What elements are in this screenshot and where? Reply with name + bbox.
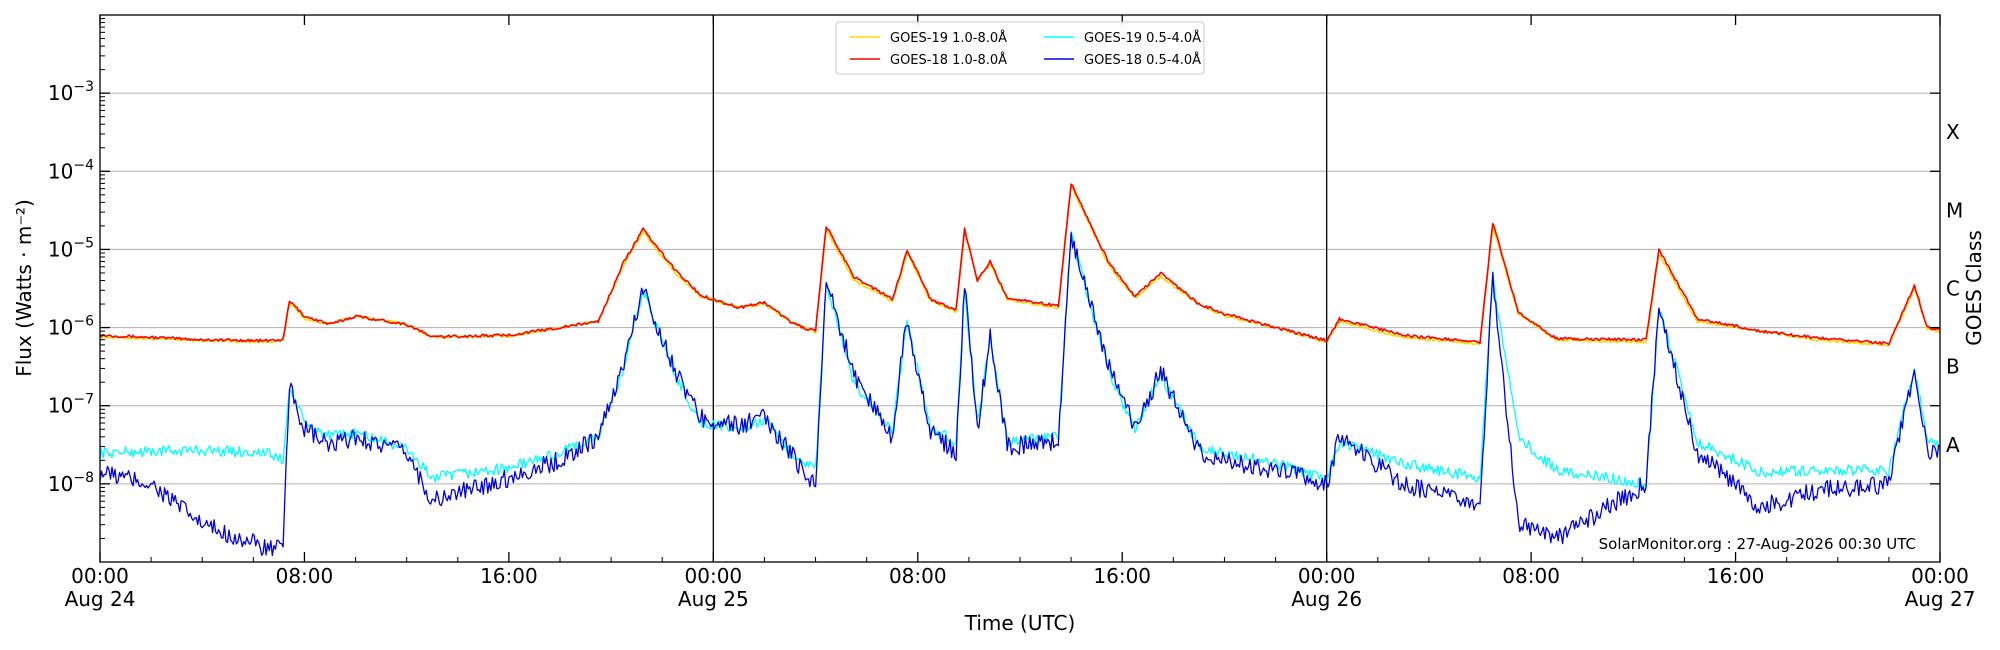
series-lines xyxy=(100,183,1940,557)
x-tick-label-9: 00:00 xyxy=(1911,564,1969,588)
x-tick-label-1: 08:00 xyxy=(276,564,334,588)
goes-class-m: M xyxy=(1946,198,1963,222)
x-tick-label-6: 00:00 xyxy=(1298,564,1356,588)
series-line-3 xyxy=(100,232,1940,557)
x-tick-date-9: Aug 27 xyxy=(1905,587,1976,611)
day-dividers xyxy=(712,15,1328,562)
goes-class-b: B xyxy=(1946,355,1960,379)
legend: GOES-19 1.0-8.0Å GOES-19 0.5-4.0Å GOES-18 … xyxy=(835,21,1205,75)
goes-class-c: C xyxy=(1946,277,1960,301)
x-tick-date-6: Aug 26 xyxy=(1291,587,1362,611)
y2-axis-title: GOES Class xyxy=(1962,230,1986,346)
goes-class-labels: A B C M X xyxy=(1946,120,1963,457)
credit-text: SolarMonitor.org : 27-Aug-2026 00:30 UTC xyxy=(1599,535,1916,553)
x-tick-label-7: 08:00 xyxy=(1502,564,1560,588)
x-tick-label-0: 00:00 xyxy=(71,564,129,588)
x-tick-date-3: Aug 25 xyxy=(678,587,749,611)
goes-class-a: A xyxy=(1946,433,1960,457)
gridlines xyxy=(100,92,1940,485)
legend-box xyxy=(835,21,1205,75)
x-tick-label-5: 16:00 xyxy=(1093,564,1151,588)
legend-label-3: GOES-18 0.5-4.0Å xyxy=(1084,52,1201,68)
legend-label-1: GOES-18 1.0-8.0Å xyxy=(890,52,1007,68)
axis-ticks xyxy=(99,15,1941,562)
series-line-1 xyxy=(100,183,1940,346)
goes-class-x: X xyxy=(1946,120,1960,144)
x-tick-label-2: 16:00 xyxy=(480,564,538,588)
x-tick-label-3: 00:00 xyxy=(685,564,743,588)
legend-label-2: GOES-19 0.5-4.0Å xyxy=(1084,30,1201,46)
x-axis-title: Time (UTC) xyxy=(964,611,1076,635)
x-tick-label-4: 08:00 xyxy=(889,564,947,588)
legend-label-0: GOES-19 1.0-8.0Å xyxy=(890,30,1007,46)
y-axis-title: Flux (Watts · m⁻²) xyxy=(12,199,36,377)
x-tick-date-0: Aug 24 xyxy=(65,587,136,611)
x-tick-label-8: 16:00 xyxy=(1707,564,1765,588)
